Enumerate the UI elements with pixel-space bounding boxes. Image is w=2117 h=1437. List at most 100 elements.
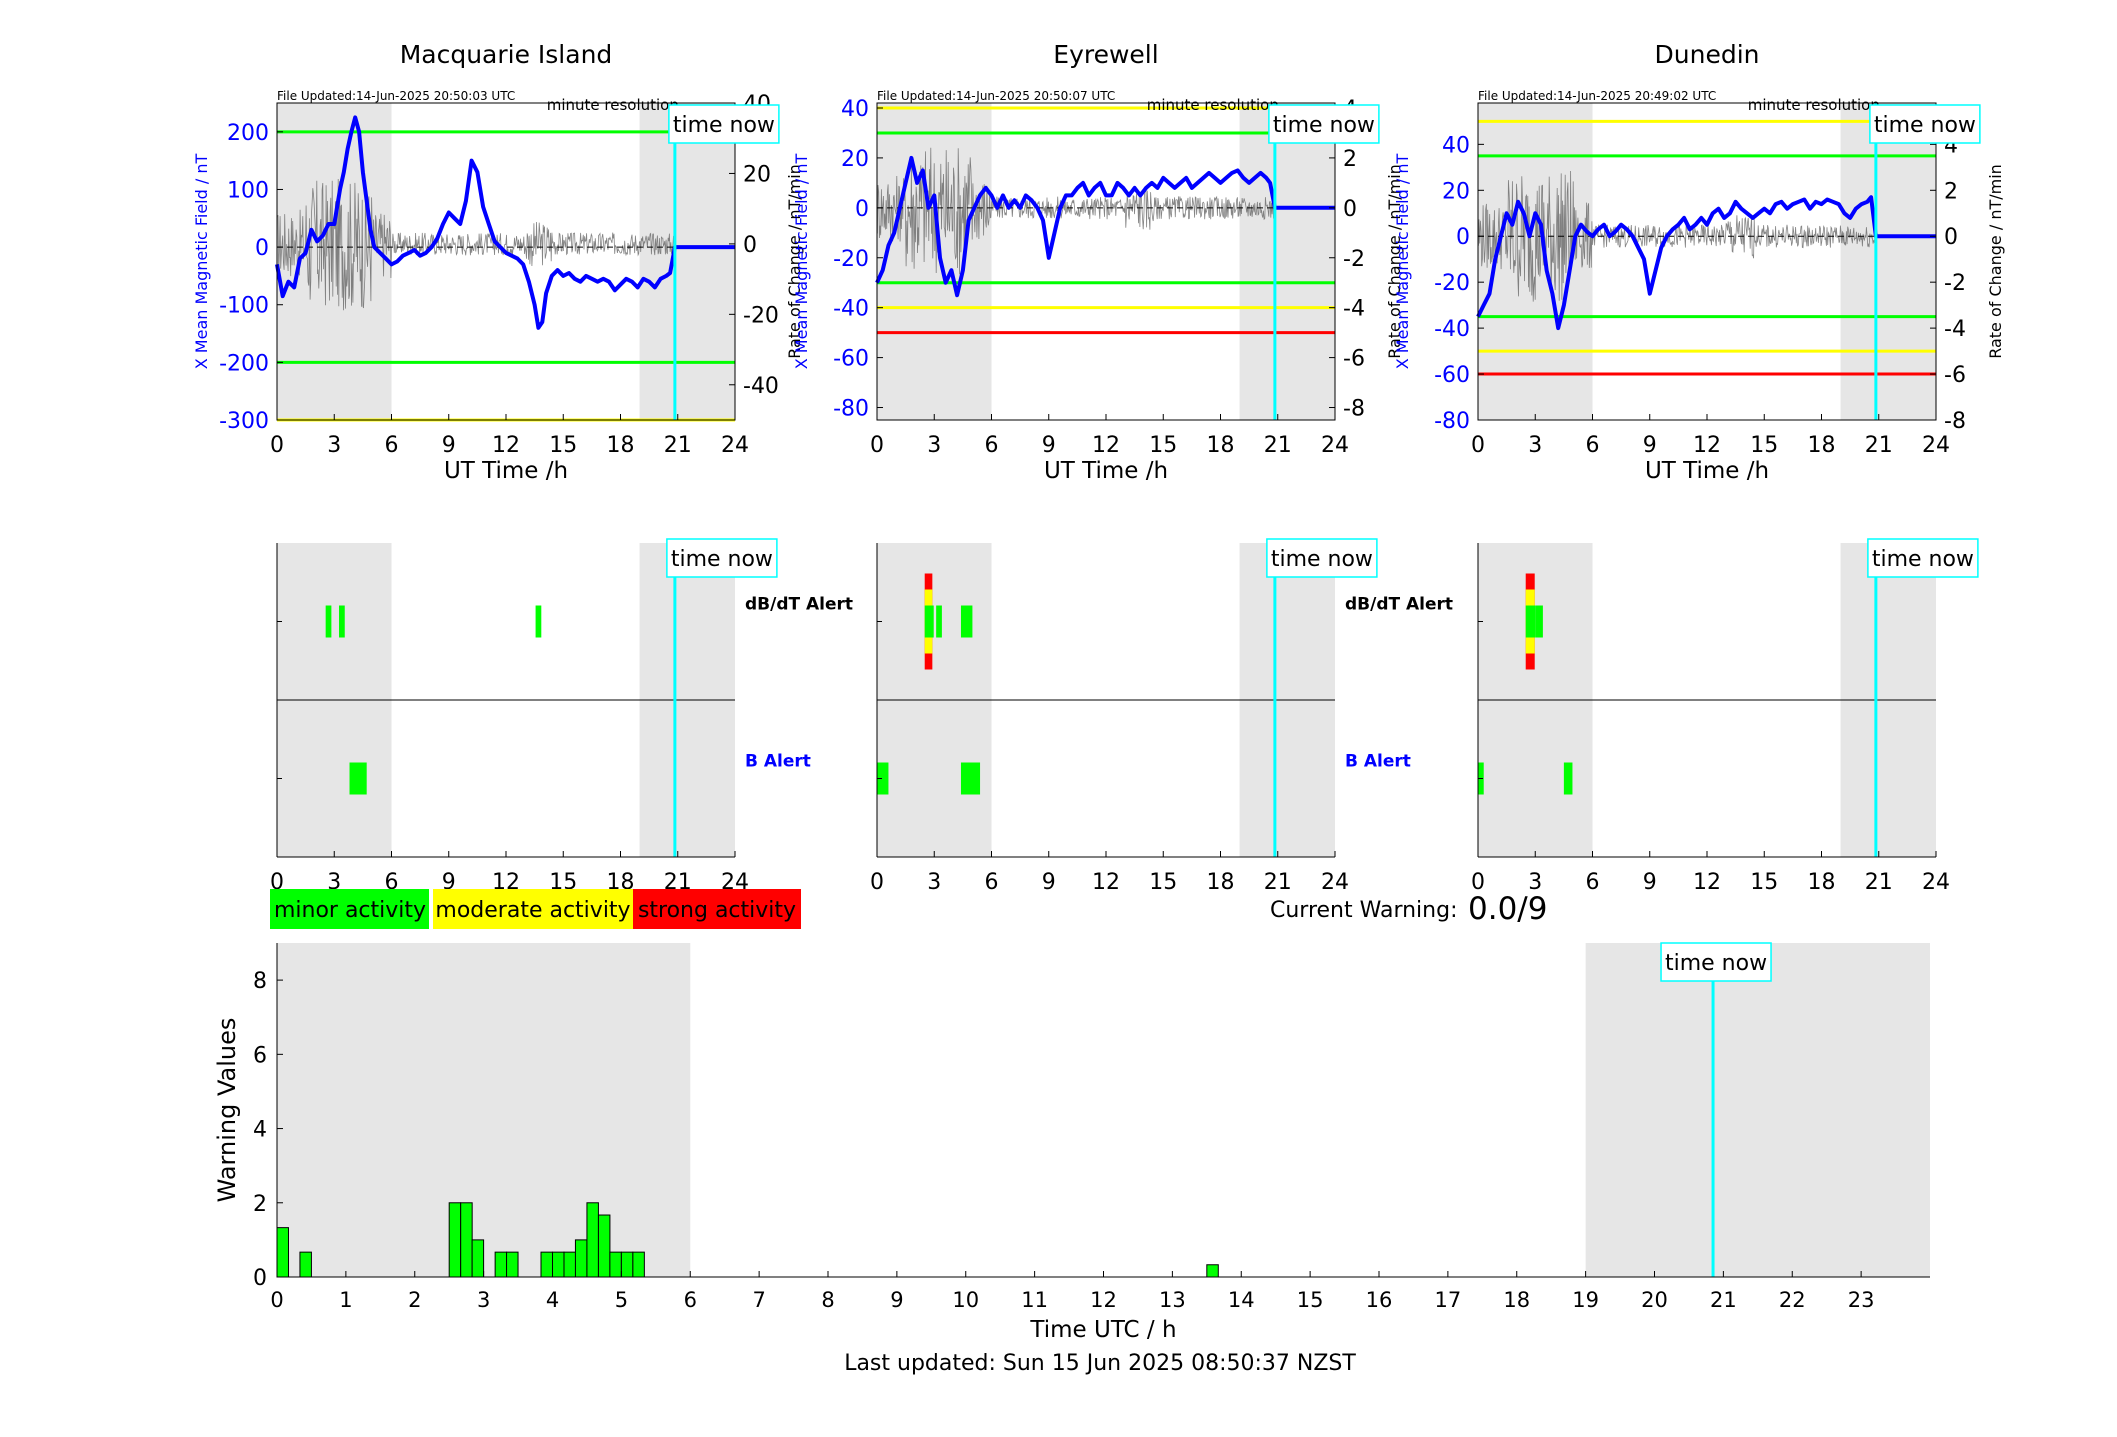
shaded-region: [639, 103, 735, 420]
x-tick-label: 0: [270, 1288, 283, 1312]
time-now-box: [1660, 942, 1772, 982]
time-now-box: [1266, 538, 1378, 578]
x-tick-label: 18: [607, 433, 635, 458]
warning-bar: [1206, 1264, 1219, 1278]
panel-title: Dunedin: [1655, 40, 1760, 69]
y-tick-label: 2: [253, 1192, 267, 1217]
y-left-tick-label: -40: [833, 297, 869, 322]
x-tick-label: 9: [1643, 870, 1657, 895]
x-tick-label: 0: [1471, 870, 1485, 895]
x-tick-label: 0: [270, 870, 284, 895]
x-tick-label: 12: [1693, 870, 1721, 895]
last-updated-text: Last updated: Sun 15 Jun 2025 08:50:37 N…: [844, 1351, 1356, 1376]
y-right-tick-label: -8: [1343, 397, 1365, 422]
y-tick-label: 6: [253, 1043, 267, 1068]
x-tick-label: 9: [1643, 433, 1657, 458]
warning-bar: [609, 1251, 622, 1278]
legend-strong-swatch: [633, 889, 801, 929]
y-right-axis-label: Rate of Change / nT/min: [1986, 164, 2005, 359]
x-tick-label: 5: [615, 1288, 628, 1312]
x-tick-label: 24: [1922, 870, 1950, 895]
x-tick-label: 4: [546, 1288, 559, 1312]
y-left-tick-label: -100: [219, 294, 269, 319]
y-left-axis-label: X Mean Magnetic Field / nT: [192, 154, 211, 370]
x-axis-label: UT Time /h: [1044, 458, 1168, 484]
x-tick-label: 8: [821, 1288, 834, 1312]
y-right-tick-label: 0: [1944, 225, 1958, 250]
x-tick-label: 21: [1865, 870, 1893, 895]
x-tick-label: 15: [1750, 433, 1778, 458]
y-right-tick-label: 0: [743, 233, 757, 258]
shaded-region: [877, 103, 992, 420]
warning-bar: [494, 1251, 508, 1278]
current-warning-label: Current Warning:: [1270, 898, 1457, 923]
x-tick-label: 2: [408, 1288, 421, 1312]
x-tick-label: 9: [1042, 433, 1056, 458]
file-updated-text: File Updated:14-Jun-2025 20:50:03 UTC: [277, 89, 515, 103]
current-warning-value: 0.0/9: [1468, 891, 1547, 927]
y-left-tick-label: -20: [1434, 271, 1470, 296]
warning-bar-chart: 0 1 2 3 4 5 6 7 8 9 10 11 12 13 14 15 16 17 18 19 20 21 22 2302…: [213, 942, 1930, 1343]
time-now-box: [1869, 104, 1981, 144]
x-tick-label: 17: [1435, 1288, 1462, 1312]
alert-block-minor: [877, 762, 889, 795]
shaded-region: [1585, 943, 1930, 1277]
x-tick-label: 18: [1207, 433, 1235, 458]
x-tick-label: 24: [1321, 870, 1349, 895]
x-tick-label: 9: [442, 870, 456, 895]
row-label-b: B Alert: [745, 752, 811, 772]
alert-block-minor: [535, 605, 542, 638]
time-now-label: time now: [1273, 113, 1375, 138]
resolution-text: minute resolution: [1147, 96, 1279, 114]
legend-moderate-swatch: [433, 889, 633, 929]
alert-block-minor: [1535, 605, 1543, 638]
x-tick-label: 6: [985, 433, 999, 458]
alert-block-minor: [1525, 605, 1536, 638]
x-tick-label: 18: [1503, 1288, 1530, 1312]
y-right-tick-label: -4: [1343, 297, 1365, 322]
alert-block-minor: [1563, 762, 1573, 795]
y-left-tick-label: -60: [1434, 363, 1470, 388]
x-tick-label: 24: [1922, 433, 1950, 458]
y-right-tick-label: -20: [743, 303, 779, 328]
legend-minor-label: minor activity: [274, 898, 426, 923]
warning-bar: [574, 1239, 588, 1278]
y-right-tick-label: 20: [743, 162, 771, 187]
rate-of-change-trace: [277, 178, 676, 311]
y-axis-label: Warning Values: [213, 1018, 241, 1203]
x-tick-label: 0: [1471, 433, 1485, 458]
warning-bar: [506, 1251, 519, 1278]
y-tick-label: 8: [253, 969, 267, 994]
time-now-label: time now: [1872, 547, 1974, 572]
y-left-tick-label: -200: [219, 351, 269, 376]
time-now-label: time now: [673, 113, 775, 138]
x-tick-label: 15: [1149, 870, 1177, 895]
time-now-box: [666, 538, 778, 578]
x-tick-label: 0: [270, 433, 284, 458]
x-tick-label: 0: [870, 433, 884, 458]
magnetic-field-series: [875, 155, 1335, 298]
x-axis-label: UT Time /h: [444, 458, 568, 484]
x-tick-label: 19: [1572, 1288, 1599, 1312]
x-tick-label: 0: [870, 870, 884, 895]
line-panel-eyrewell: Eyrewell File Updated:14-Jun-2025 20:50:0…: [792, 40, 1404, 484]
x-tick-label: 14: [1228, 1288, 1255, 1312]
y-right-axis-label: Rate of Change / nT/min: [785, 164, 804, 359]
y-left-tick-label: -40: [1434, 317, 1470, 342]
y-right-tick-label: 2: [1343, 147, 1357, 172]
x-tick-label: 13: [1159, 1288, 1186, 1312]
x-tick-label: 12: [1090, 1288, 1117, 1312]
alert-block-minor: [339, 605, 345, 638]
y-left-tick-label: 0: [255, 236, 269, 261]
alert-block-minor: [325, 605, 332, 638]
x-tick-label: 3: [927, 870, 941, 895]
y-left-tick-label: 0: [1456, 225, 1470, 250]
x-tick-label: 9: [1042, 870, 1056, 895]
panel-title: Macquarie Island: [400, 40, 613, 69]
x-tick-label: 24: [1321, 433, 1349, 458]
x-tick-label: 10: [952, 1288, 979, 1312]
x-tick-label: 22: [1779, 1288, 1806, 1312]
y-left-axis-label: X Mean Magnetic Field / nT: [1393, 154, 1412, 370]
x-tick-label: 15: [1149, 433, 1177, 458]
